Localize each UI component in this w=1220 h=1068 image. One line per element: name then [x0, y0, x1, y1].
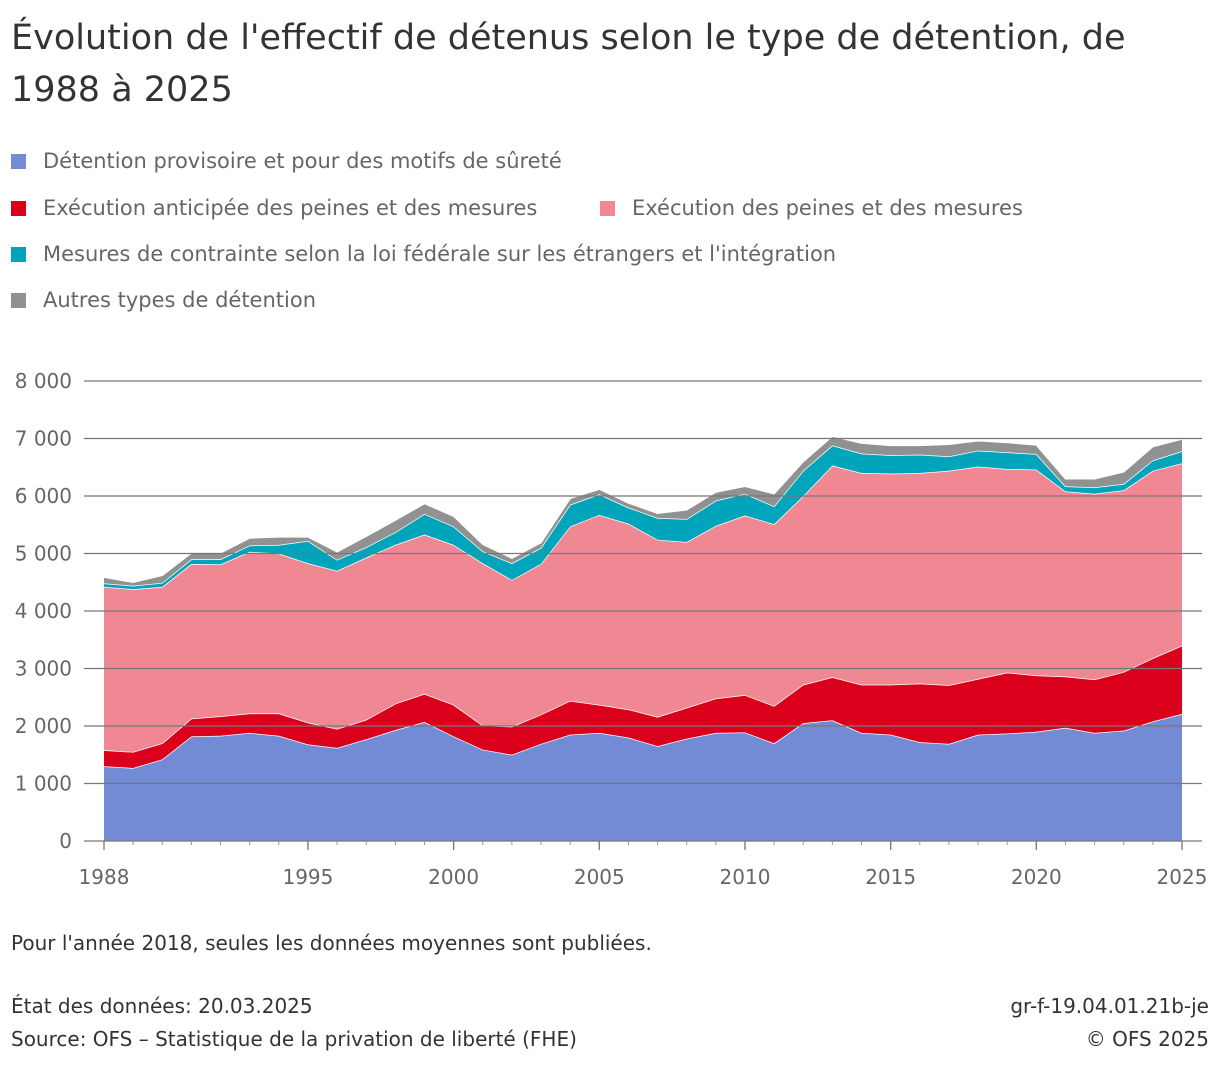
legend-swatch-icon — [11, 153, 26, 169]
copyright: © OFS 2025 — [1085, 1027, 1209, 1051]
legend-item-coercive: Mesures de contrainte selon la loi fédér… — [11, 242, 836, 266]
area-series-5 — [104, 436, 1182, 586]
y-tick-label: 3 000 — [15, 657, 72, 681]
area-series-3 — [104, 463, 1182, 752]
chart-code: gr-f-19.04.01.21b-je — [1010, 994, 1209, 1018]
x-tick-label: 1995 — [282, 865, 333, 889]
legend-swatch-icon — [600, 200, 615, 216]
y-tick-label: 1 000 — [15, 772, 72, 796]
legend-label: Exécution des peines et des mesures — [632, 196, 1023, 220]
y-tick-label: 4 000 — [15, 599, 72, 623]
legend-swatch-icon — [11, 200, 26, 216]
x-tick-label: 1988 — [79, 865, 130, 889]
legend-item-sentences: Exécution des peines et des mesures — [600, 196, 1023, 220]
y-tick-label: 5 000 — [15, 542, 72, 566]
y-tick-label: 6 000 — [15, 484, 72, 508]
y-tick-label: 7 000 — [15, 427, 72, 451]
source: Source: OFS – Statistique de la privatio… — [11, 1027, 577, 1051]
x-tick-label: 2000 — [428, 865, 479, 889]
x-tick-label: 2025 — [1157, 865, 1208, 889]
legend-swatch-icon — [11, 292, 26, 308]
data-status: État des données: 20.03.2025 — [11, 994, 313, 1018]
x-tick-label: 2020 — [1011, 865, 1062, 889]
legend-label: Détention provisoire et pour des motifs … — [43, 149, 562, 173]
legend-item-other: Autres types de détention — [11, 288, 316, 312]
x-tick-label: 2005 — [574, 865, 625, 889]
stacked-area-chart: 0 1 000 2 000 3 000 4 000 5 000 6 000 7 000 8 00… — [15, 369, 1208, 889]
series-top-line-5 — [103, 435, 1183, 584]
area-series-1 — [104, 713, 1182, 841]
y-tick-label: 2 000 — [15, 714, 72, 738]
legend-label: Autres types de détention — [43, 288, 317, 312]
chart-note: Pour l'année 2018, seules les données mo… — [11, 931, 652, 955]
legend-label: Exécution anticipée des peines et des me… — [43, 196, 538, 220]
chart-title: Évolution de l'effectif de détenus selon… — [11, 18, 1126, 110]
legend-label: Mesures de contrainte selon la loi fédér… — [43, 242, 837, 266]
x-tick-label: 2015 — [865, 865, 916, 889]
x-tick-label: 2010 — [720, 865, 771, 889]
legend-item-anticipated: Exécution anticipée des peines et des me… — [11, 196, 537, 220]
y-tick-label: 0 — [59, 829, 72, 853]
y-tick-label: 8 000 — [15, 369, 72, 393]
legend-swatch-icon — [11, 246, 26, 262]
legend-item-provisional: Détention provisoire et pour des motifs … — [11, 149, 562, 173]
area-series-2 — [104, 645, 1182, 768]
